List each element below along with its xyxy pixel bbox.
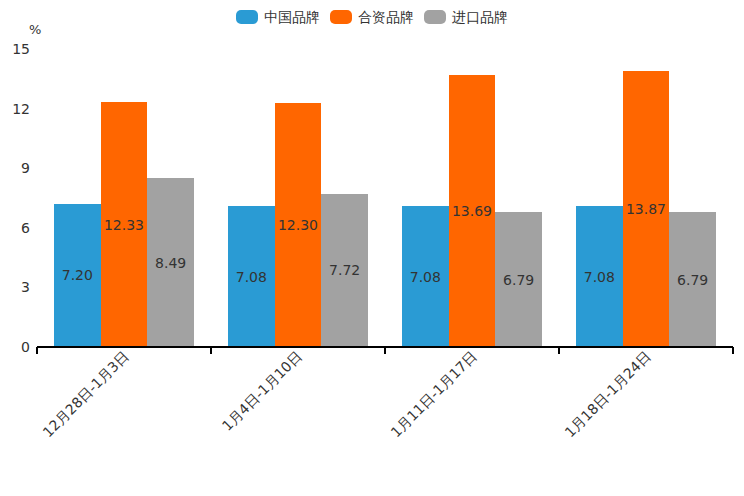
bar-合资品牌-3: 13.69 (449, 75, 496, 347)
y-tick-label: 6 (4, 219, 30, 237)
bar-value-label: 7.08 (584, 269, 615, 285)
x-axis-tick (384, 347, 386, 354)
bar-合资品牌-4: 13.87 (623, 71, 670, 347)
bar-value-label: 13.87 (626, 201, 666, 217)
legend-item-1[interactable]: 中国品牌 (236, 9, 320, 25)
bar-chart: 中国品牌 合资品牌 进口品牌 % 0 3 6 9 12 15 7.20 12.33 8.49 7.0… (0, 0, 744, 496)
legend-label: 进口品牌 (452, 9, 508, 25)
legend-swatch (236, 10, 258, 24)
x-axis-tick (558, 347, 560, 354)
bar-value-label: 12.33 (104, 217, 144, 233)
bar-进口品牌-1: 8.49 (147, 178, 194, 347)
bar-中国品牌-3: 7.08 (402, 206, 449, 347)
bar-value-label: 8.49 (155, 255, 186, 271)
bar-value-label: 6.79 (677, 272, 708, 288)
y-tick-label: 3 (4, 278, 30, 296)
bar-value-label: 12.30 (278, 217, 318, 233)
legend-swatch (330, 10, 352, 24)
x-tick-label: 1月18日-1月24日 (561, 348, 655, 442)
legend-item-3[interactable]: 进口品牌 (424, 9, 508, 25)
bar-value-label: 7.08 (236, 269, 267, 285)
y-tick-label: 12 (4, 100, 30, 118)
x-tick-label: 12月28日-1月3日 (39, 348, 133, 442)
x-axis-tick (210, 347, 212, 354)
legend-label: 中国品牌 (264, 9, 320, 25)
x-axis-tick (36, 347, 38, 354)
bar-中国品牌-2: 7.08 (228, 206, 275, 347)
bar-value-label: 7.72 (329, 262, 360, 278)
x-tick-label: 1月11日-1月17日 (387, 348, 481, 442)
x-axis-tick (732, 347, 734, 354)
bar-value-label: 6.79 (503, 272, 534, 288)
bar-中国品牌-4: 7.08 (576, 206, 623, 347)
y-tick-label: 9 (4, 159, 30, 177)
bar-value-label: 7.08 (410, 269, 441, 285)
bar-进口品牌-3: 6.79 (495, 212, 542, 347)
legend: 中国品牌 合资品牌 进口品牌 (0, 9, 744, 25)
bar-value-label: 13.69 (452, 203, 492, 219)
y-axis-unit-label: % (29, 22, 41, 37)
bar-中国品牌-1: 7.20 (54, 204, 101, 347)
legend-item-2[interactable]: 合资品牌 (330, 9, 414, 25)
legend-label: 合资品牌 (358, 9, 414, 25)
bar-value-label: 7.20 (62, 267, 93, 283)
bar-进口品牌-2: 7.72 (321, 194, 368, 347)
bar-合资品牌-1: 12.33 (101, 102, 148, 347)
y-tick-label: 15 (4, 40, 30, 58)
bar-进口品牌-4: 6.79 (669, 212, 716, 347)
legend-swatch (424, 10, 446, 24)
y-tick-label: 0 (4, 338, 30, 356)
x-tick-label: 1月4日-1月10日 (219, 348, 306, 435)
bar-合资品牌-2: 12.30 (275, 103, 322, 347)
